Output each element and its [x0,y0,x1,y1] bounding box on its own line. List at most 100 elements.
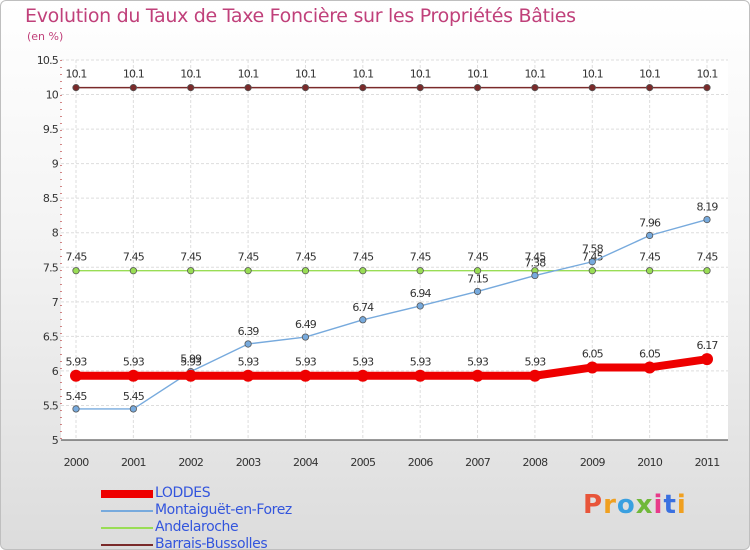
data-point-montaigu-t-en-forez [244,340,252,348]
data-point-montaigu-t-en-forez [72,405,80,413]
x-tick-label: 2007 [465,456,491,469]
data-label-loddes: 5.93 [66,356,88,369]
data-label-montaigu-t-en-forez: 7.96 [639,216,661,229]
data-label-montaigu-t-en-forez: 5.45 [66,390,88,403]
legend-label: Montaiguët-en-Forez [155,502,292,518]
y-tick-label: 5.5 [43,399,59,412]
data-label-loddes: 5.93 [410,356,432,369]
data-label-barrais-bussolles: 10.1 [639,68,660,81]
data-label-montaigu-t-en-forez: 7.15 [467,272,489,285]
x-tick-label: 2003 [236,456,262,469]
data-label-andelaroche: 7.45 [180,251,202,264]
data-label-andelaroche: 7.45 [524,251,546,264]
data-point-loddes [127,369,140,382]
data-label-loddes: 6.05 [639,347,661,360]
data-label-barrais-bussolles: 10.1 [66,68,87,81]
y-tick-label: 7 [52,296,59,309]
data-label-andelaroche: 7.45 [66,251,88,264]
logo-letter: i [653,490,664,520]
proxiti-logo: Proxiti [583,490,687,520]
data-point-andelaroche [473,267,482,275]
data-label-montaigu-t-en-forez: 6.49 [295,318,317,331]
data-point-montaigu-t-en-forez [646,231,654,240]
data-point-andelaroche [703,267,711,275]
data-label-montaigu-t-en-forez: 7.58 [582,243,604,256]
data-label-montaigu-t-en-forez: 6.39 [238,325,260,338]
data-point-andelaroche [244,267,252,275]
data-point-barrais-bussolles [646,84,654,92]
data-point-loddes [299,369,312,382]
data-label-barrais-bussolles: 10.1 [123,68,144,81]
data-label-barrais-bussolles: 10.1 [467,68,488,81]
y-tick-label: 9 [52,158,59,171]
data-point-barrais-bussolles [244,84,252,92]
y-tick-label: 10 [46,89,59,102]
data-label-andelaroche: 7.45 [467,251,489,264]
data-label-andelaroche: 7.45 [238,251,260,264]
data-label-loddes: 5.93 [524,356,546,369]
data-label-loddes: 5.93 [180,356,202,369]
data-point-montaigu-t-en-forez [416,302,424,310]
data-label-barrais-bussolles: 10.1 [238,68,259,81]
data-label-andelaroche: 7.45 [123,251,145,264]
data-label-barrais-bussolles: 10.1 [295,68,316,81]
data-label-montaigu-t-en-forez: 5.99 [180,353,202,366]
data-label-barrais-bussolles: 10.1 [352,68,373,81]
data-point-loddes [586,361,599,374]
y-tick-label: 5 [52,434,59,447]
data-label-barrais-bussolles: 10.1 [410,68,431,81]
data-point-loddes [70,369,82,382]
data-point-montaigu-t-en-forez [703,216,711,224]
y-tick-label: 10.5 [37,54,59,67]
data-point-barrais-bussolles [72,84,80,92]
data-point-andelaroche [187,267,195,275]
y-tick-label: 6 [52,365,59,378]
data-point-andelaroche [72,267,80,275]
data-label-montaigu-t-en-forez: 6.74 [352,301,374,314]
logo-letter: x [635,490,654,520]
legend-swatch [101,544,153,546]
logo-letter: t [663,490,677,520]
logo-letter: r [603,490,617,520]
data-point-montaigu-t-en-forez [531,271,539,280]
data-label-barrais-bussolles: 10.1 [582,68,603,81]
data-point-montaigu-t-en-forez [473,287,482,296]
data-point-barrais-bussolles [359,84,367,92]
data-point-loddes [184,369,197,382]
data-label-montaigu-t-en-forez: 8.19 [697,201,719,214]
legend-swatch [101,527,153,529]
x-tick-label: 2009 [580,456,606,469]
data-point-andelaroche [301,267,310,275]
data-point-loddes [643,361,656,374]
data-label-loddes: 5.93 [123,356,145,369]
y-tick-label: 8 [52,227,59,240]
data-point-montaigu-t-en-forez [588,258,596,266]
legend-swatch [101,490,153,498]
data-point-montaigu-t-en-forez [129,405,137,413]
data-label-barrais-bussolles: 10.1 [524,68,545,81]
data-label-montaigu-t-en-forez: 7.38 [524,257,546,270]
data-point-barrais-bussolles [473,84,482,92]
x-tick-label: 2008 [523,456,549,469]
data-label-loddes: 5.93 [467,356,489,369]
data-point-loddes [528,369,541,382]
series-line-loddes [72,355,711,380]
data-point-andelaroche [416,267,424,275]
legend-label: LODDES [155,485,211,501]
data-point-barrais-bussolles [703,84,711,92]
data-point-montaigu-t-en-forez [359,316,367,324]
data-point-loddes [356,369,369,382]
y-tick-label: 6.5 [43,330,59,343]
data-point-barrais-bussolles [129,84,137,92]
y-tick-label: 7.5 [43,261,59,274]
x-tick-label: 2005 [350,456,376,469]
data-point-barrais-bussolles [301,84,310,92]
data-label-loddes: 5.93 [295,356,317,369]
data-point-andelaroche [359,267,367,275]
data-label-andelaroche: 7.45 [295,251,317,264]
x-tick-label: 2010 [637,456,663,469]
data-label-andelaroche: 7.45 [352,251,374,264]
data-point-barrais-bussolles [531,84,539,92]
